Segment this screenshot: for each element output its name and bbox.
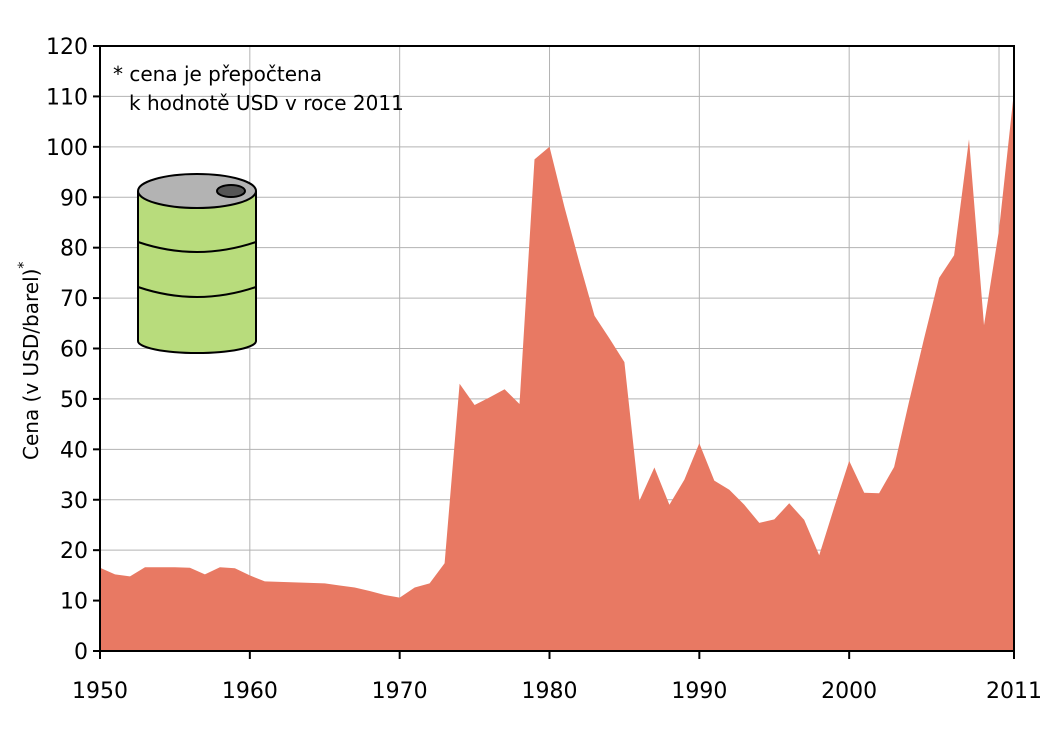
note-line-1: * cena je přepočtena <box>113 62 322 86</box>
y-axis-label-asterisk: * <box>16 262 32 269</box>
y-tick-label: 80 <box>60 237 88 262</box>
y-tick-label: 100 <box>46 136 88 161</box>
y-axis-ticks: 0 10 20 30 40 50 60 70 80 90 100 110 120 <box>46 35 100 665</box>
x-tick-label: 1970 <box>372 679 428 704</box>
y-axis-label: Cena (v USD/barel)* <box>16 262 43 460</box>
y-tick-label: 70 <box>60 287 88 312</box>
y-tick-label: 60 <box>60 338 88 363</box>
x-tick-label: 1980 <box>522 679 578 704</box>
y-tick-label: 120 <box>46 35 88 60</box>
x-tick-label: 1950 <box>72 679 128 704</box>
y-tick-label: 20 <box>60 539 88 564</box>
x-axis-ticks: 1950 1960 1970 1980 1990 2000 2011 <box>72 651 1042 704</box>
x-tick-label: 2000 <box>821 679 877 704</box>
price-area-series <box>100 91 1014 651</box>
y-tick-label: 0 <box>74 640 88 665</box>
y-axis-label-text: Cena (v USD/barel) <box>19 269 43 460</box>
x-tick-label: 2011 <box>986 679 1042 704</box>
y-tick-label: 90 <box>60 186 88 211</box>
note-line-2: k hodnotě USD v roce 2011 <box>129 91 404 115</box>
plot-frame <box>99 45 1015 652</box>
y-tick-label: 30 <box>60 489 88 514</box>
note-text: * cena je přepočtena k hodnotě USD v roc… <box>113 62 404 115</box>
y-tick-label: 110 <box>46 85 88 110</box>
y-tick-label: 40 <box>60 438 88 463</box>
y-tick-label: 10 <box>60 590 88 615</box>
oil-barrel-icon <box>137 173 257 354</box>
x-tick-label: 1960 <box>222 679 278 704</box>
y-tick-label: 50 <box>60 388 88 413</box>
x-tick-label: 1990 <box>671 679 727 704</box>
